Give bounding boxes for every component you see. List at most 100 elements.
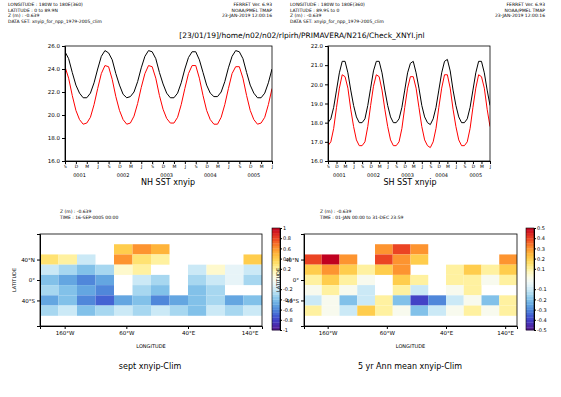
colorbar-segment [272, 264, 280, 267]
tick-label: J [97, 164, 99, 169]
tick: J [184, 161, 186, 169]
tick: 22.0 [311, 43, 328, 49]
heat-cell [59, 285, 78, 295]
colorbar-segment [272, 251, 280, 254]
heat-cell [59, 254, 78, 264]
tick-label: D [205, 164, 209, 169]
colorbar-segment [526, 305, 534, 308]
x-axis: 160°W60°W40°E140°E [41, 326, 263, 336]
tick-label: -0.2 [537, 297, 547, 303]
year-label: 0004 [204, 172, 217, 178]
tick-label: 160°W [56, 330, 75, 336]
colorbar-segment [526, 254, 534, 257]
tick-label: 0° [29, 277, 35, 283]
heat-cell [446, 265, 464, 275]
tick: 40°S [22, 298, 40, 304]
tick: M [344, 161, 348, 169]
heat-cell [357, 306, 375, 316]
series-line [65, 66, 272, 125]
tick-label: -0.5 [537, 327, 547, 333]
info-line: Z (m) : -0.639 [290, 13, 321, 18]
colorbar-segment [526, 282, 534, 285]
tick-label: 16.0 [48, 158, 61, 164]
tick: -0.8 [280, 317, 293, 323]
tick: M [173, 161, 177, 169]
heat-cell [446, 275, 464, 285]
tick-mark [37, 300, 40, 301]
colorbar-segment [272, 315, 280, 318]
plot-area [65, 51, 272, 125]
heat-cell [322, 254, 340, 264]
tick-label: S [151, 164, 154, 169]
colorbar-segment [272, 231, 280, 234]
page-title: [23/01/19]/home/n02/n02/rlpirh/PRIMAVERA… [179, 31, 424, 40]
tick: 1 [280, 225, 286, 231]
info-line: LONGITUDE : 180W to 180E(360) [8, 2, 83, 7]
tick-label: D [404, 164, 408, 169]
year-label: 0001 [73, 172, 86, 178]
heat-cell [40, 285, 59, 295]
tick-mark [62, 46, 65, 47]
colorbar-segment [526, 233, 534, 236]
tick-label: 17.0 [311, 139, 324, 145]
tick: 0.2 [280, 266, 291, 272]
tick-label: 40°S [286, 298, 300, 304]
stamp-line: FERRET Ver. 6.93 [233, 2, 272, 7]
tick: 160°W [56, 326, 75, 336]
tick-mark [280, 228, 282, 229]
stamp-line: NOAA/PMEL TMAP [232, 8, 273, 13]
y-axis-title: LATITUDE [11, 268, 17, 292]
y-axis: 40°S0°40°N [285, 235, 304, 327]
tick: D [162, 161, 166, 169]
tick: 19.0 [311, 101, 328, 107]
heat-cell [446, 285, 464, 295]
tick: 140°E [242, 326, 259, 336]
tick-label: D [75, 164, 79, 169]
heat-cell [322, 285, 340, 295]
colorbar-frame [526, 228, 534, 330]
chart-title: NH SST xnyip [141, 178, 195, 187]
heat-cell [151, 306, 170, 316]
heat-cell [40, 254, 59, 264]
tick: -0.2 [280, 286, 293, 292]
series-line [328, 59, 490, 124]
tick-mark [301, 300, 304, 301]
colorbar-segment [526, 294, 534, 297]
colorbar-axis-line [535, 229, 537, 331]
heat-cell [464, 295, 482, 305]
tick: D [472, 161, 476, 169]
tick-label: -0.1 [537, 286, 547, 292]
heat-cell [464, 265, 482, 275]
heat-cell [322, 265, 340, 275]
tick: 20.0 [311, 82, 328, 88]
tick-label: 40°E [182, 330, 196, 336]
tick-mark [280, 310, 282, 311]
tick-label: M [216, 164, 220, 169]
tick-mark [188, 326, 189, 329]
tick: -0.6 [280, 307, 293, 313]
tick: M [129, 161, 133, 169]
tick-label: 140°E [242, 330, 259, 336]
heat-cell [482, 295, 500, 305]
tick: J [227, 161, 229, 169]
info-line: LATITUDE : 89.9S to 0 [290, 8, 339, 13]
tick: -0.3 [534, 307, 547, 313]
plot-area [304, 244, 517, 316]
tick: 22.0 [48, 89, 65, 95]
colorbar-segment [526, 307, 534, 310]
colorbar-segment [272, 238, 280, 241]
tick-mark [325, 46, 328, 47]
plot-area [328, 59, 490, 147]
tick-mark [505, 326, 506, 329]
tick-mark [534, 248, 536, 249]
heat-cell [340, 285, 358, 295]
tick: J [455, 161, 457, 169]
series-line [328, 75, 490, 148]
y-axis: 40°S0°40°N [21, 235, 40, 327]
colorbar-segment [526, 248, 534, 251]
tick-mark [446, 326, 447, 329]
tick: M [446, 161, 450, 169]
tick-label: 20.0 [311, 82, 324, 88]
colorbar-segment [272, 241, 280, 244]
heat-cell [96, 306, 115, 316]
